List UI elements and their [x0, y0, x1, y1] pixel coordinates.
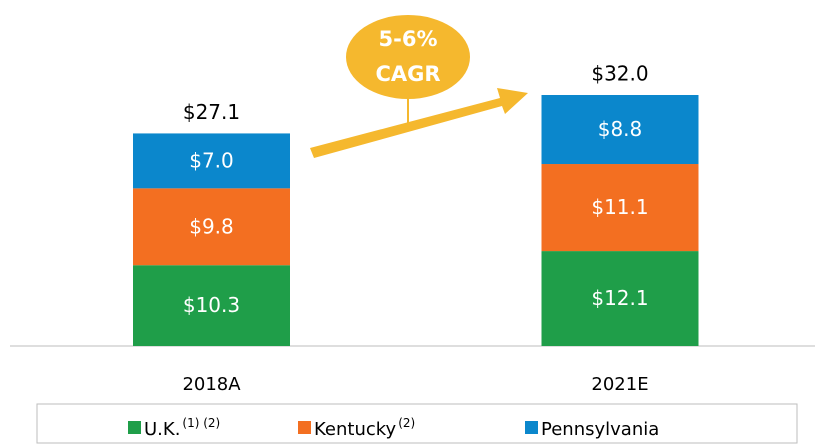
value-label: $12.1 [591, 286, 648, 310]
legend-box [36, 403, 798, 444]
cagr-text: 5-6% [379, 27, 438, 51]
bar-segment [541, 164, 699, 252]
bar-segment [541, 95, 699, 165]
bar-segment [133, 133, 290, 189]
cagr-text: CAGR [375, 62, 440, 86]
legend-label: Pennsylvania [541, 419, 659, 440]
total-label: $32.0 [591, 62, 648, 86]
legend-footnote: (1) (2) [182, 416, 220, 430]
category-label: 2018A [182, 374, 241, 395]
legend-name: U.K. [144, 419, 180, 440]
bar-segment [133, 188, 290, 266]
value-label: $8.8 [598, 117, 643, 141]
legend-swatch [128, 421, 141, 434]
legend-swatch [525, 421, 538, 434]
total-label: $27.1 [183, 100, 240, 124]
value-label: $10.3 [183, 293, 240, 317]
value-label: $11.1 [591, 195, 648, 219]
category-label: 2021E [591, 374, 648, 395]
bar-segment [541, 251, 699, 346]
value-label: $7.0 [189, 148, 234, 172]
value-label: $9.8 [189, 214, 234, 238]
legend-name: Kentucky [314, 419, 397, 440]
legend-footnote: (2) [398, 416, 415, 430]
growth-arrow [310, 88, 528, 158]
legend-name: Pennsylvania [541, 419, 659, 440]
legend-label: U.K. (1) (2) [144, 416, 220, 441]
bar-segment [133, 265, 290, 346]
legend-label: Kentucky (2) [314, 416, 415, 441]
legend-swatch [298, 421, 311, 434]
cagr-bubble [346, 15, 470, 99]
